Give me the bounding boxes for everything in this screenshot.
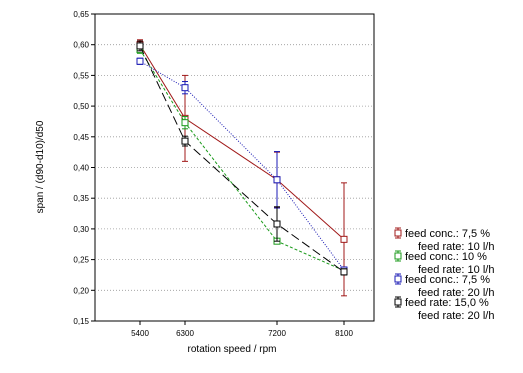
data-point-marker: [273, 220, 281, 228]
y-tick-label: 0,50: [73, 102, 89, 111]
data-point-marker: [181, 119, 189, 127]
legend-item-2: feed conc.: 10 %feed rate: 10 l/h: [394, 250, 494, 276]
y-tick-label: 0,55: [73, 71, 89, 80]
y-tick-label: 0,30: [73, 225, 89, 234]
data-point-marker: [340, 235, 348, 243]
data-point-marker: [136, 57, 144, 65]
legend-label-line1: feed conc.: 7,5 %: [405, 274, 490, 286]
x-tick-label: 8100: [335, 329, 353, 338]
legend-marker: [394, 275, 402, 283]
x-axis-label: rotation speed / rpm: [188, 344, 277, 355]
legend-marker: [394, 298, 402, 306]
legend-label-line2: feed rate: 10 l/h: [418, 241, 494, 253]
y-tick-label: 0,15: [73, 317, 89, 326]
legend-marker: [394, 252, 402, 260]
legend-item-1: feed conc.: 7,5 %feed rate: 10 l/h: [394, 227, 494, 253]
legend-label-line1: feed conc.: 7,5 %: [405, 228, 490, 240]
y-axis-ticks: 0,15 0,20 0,25 0,30 0,35 0,40 0,45 0,50 0,55 0,60…: [73, 10, 95, 326]
x-tick-label: 6300: [176, 329, 194, 338]
x-tick-label: 5400: [131, 329, 149, 338]
y-tick-label: 0,65: [73, 10, 89, 19]
plot-area: [94, 13, 375, 322]
y-tick-label: 0,35: [73, 194, 89, 203]
series-4: [136, 40, 348, 276]
data-point-marker: [273, 176, 281, 184]
legend-marker: [394, 229, 402, 237]
y-tick-label: 0,20: [73, 286, 89, 295]
series-group: [136, 39, 348, 297]
y-axis-label: span / (d90-d10)/d50: [35, 120, 46, 213]
data-point-marker: [181, 84, 189, 92]
legend-label-line2: feed rate: 20 l/h: [418, 287, 494, 299]
legend-label-line2: feed rate: 20 l/h: [418, 310, 494, 322]
legend-item-3: feed conc.: 7,5 %feed rate: 20 l/h: [394, 273, 494, 299]
legend-item-4: feed rate: 15,0 %feed rate: 20 l/h: [394, 296, 494, 322]
x-axis-ticks: 5400 6300 7200 8100: [131, 321, 353, 338]
legend-label-line2: feed rate: 10 l/h: [418, 264, 494, 276]
series-line: [139, 49, 345, 272]
y-tick-label: 0,25: [73, 256, 89, 265]
data-point-marker: [181, 137, 189, 145]
legend-label-line1: feed rate: 15,0 %: [405, 297, 489, 309]
series-line: [139, 45, 345, 273]
y-tick-label: 0,40: [73, 164, 89, 173]
y-tick-label: 0,45: [73, 133, 89, 142]
series-line: [139, 60, 345, 271]
y-tick-label: 0,60: [73, 41, 89, 50]
series-line: [139, 44, 345, 240]
data-point-marker: [136, 42, 144, 50]
legend-label-line1: feed conc.: 10 %: [405, 251, 487, 263]
data-point-marker: [340, 268, 348, 276]
x-tick-label: 7200: [268, 329, 286, 338]
